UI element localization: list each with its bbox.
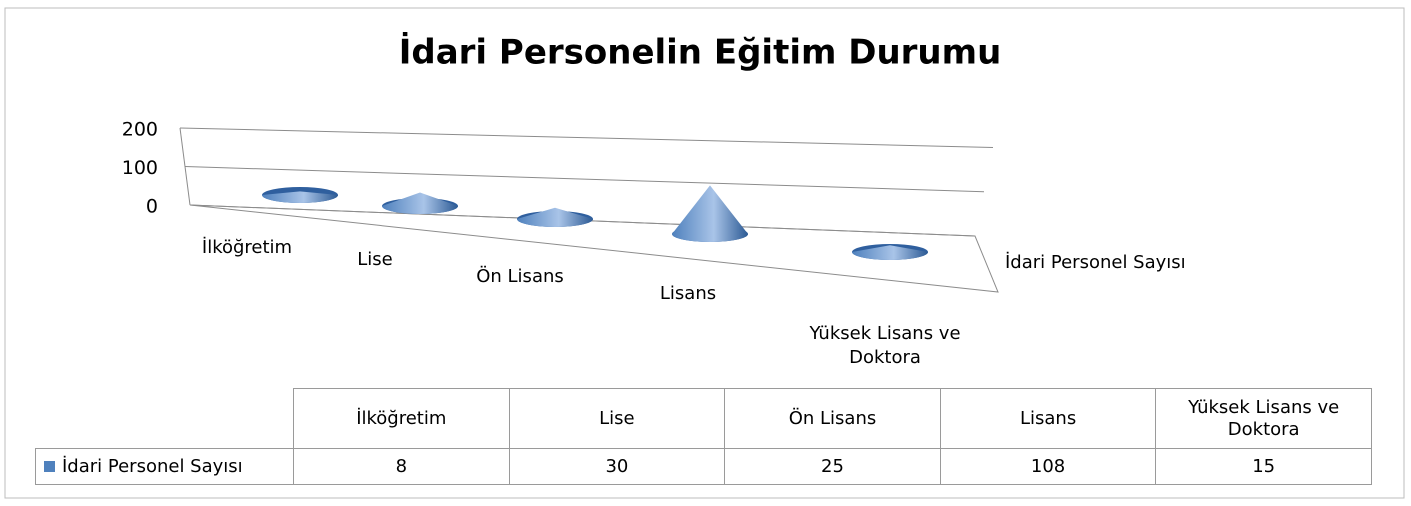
y-tick-label: 200: [122, 119, 158, 141]
table-value-cell: 108: [939, 448, 1157, 485]
cone: [517, 207, 593, 227]
chart-border: [4, 7, 1405, 499]
y-tick-label: 100: [122, 157, 158, 179]
y-axis: [179, 127, 191, 206]
x-tick-label: Lisans: [659, 283, 717, 304]
table-header-cell: İlköğretim: [293, 388, 510, 449]
table-value-cell: 15: [1155, 448, 1372, 485]
table-value-cell: 8: [293, 448, 510, 485]
legend-label: İdari Personel Sayısı: [62, 455, 243, 477]
table-header-cell: Lise: [508, 388, 726, 449]
legend-swatch: [44, 461, 55, 472]
cone-body: [517, 207, 593, 227]
table-value-cell: 30: [508, 448, 726, 485]
table-header-cell: Yüksek Lisans ve Doktora: [1155, 388, 1372, 449]
cone: [382, 192, 458, 214]
y-tick-label: 0: [146, 196, 158, 218]
table-header-cell: Lisans: [939, 388, 1157, 449]
x-tick-label: Lise: [357, 249, 393, 270]
cone: [262, 187, 338, 203]
cone: [672, 185, 748, 242]
table-value-cell: 25: [724, 448, 941, 485]
grid-line: [184, 166, 985, 193]
cone-body: [382, 192, 458, 214]
x-tick-label: İlköğretim: [201, 237, 293, 258]
cone: [852, 244, 928, 260]
depth-axis-label: İdari Personel Sayısı: [1005, 252, 1186, 273]
grid-line: [179, 127, 994, 148]
table-legend-cell: İdari Personel Sayısı: [35, 448, 294, 485]
x-tick-label: Ön Lisans: [476, 266, 564, 287]
cone-body: [852, 245, 928, 260]
x-tick-label: Yüksek Lisans ve Doktora: [809, 323, 961, 368]
cone-body: [672, 185, 748, 242]
chart-title: İdari Personelin Eğitim Durumu: [399, 32, 1002, 73]
table-header-cell: Ön Lisans: [724, 388, 941, 449]
cone-body: [262, 191, 338, 203]
